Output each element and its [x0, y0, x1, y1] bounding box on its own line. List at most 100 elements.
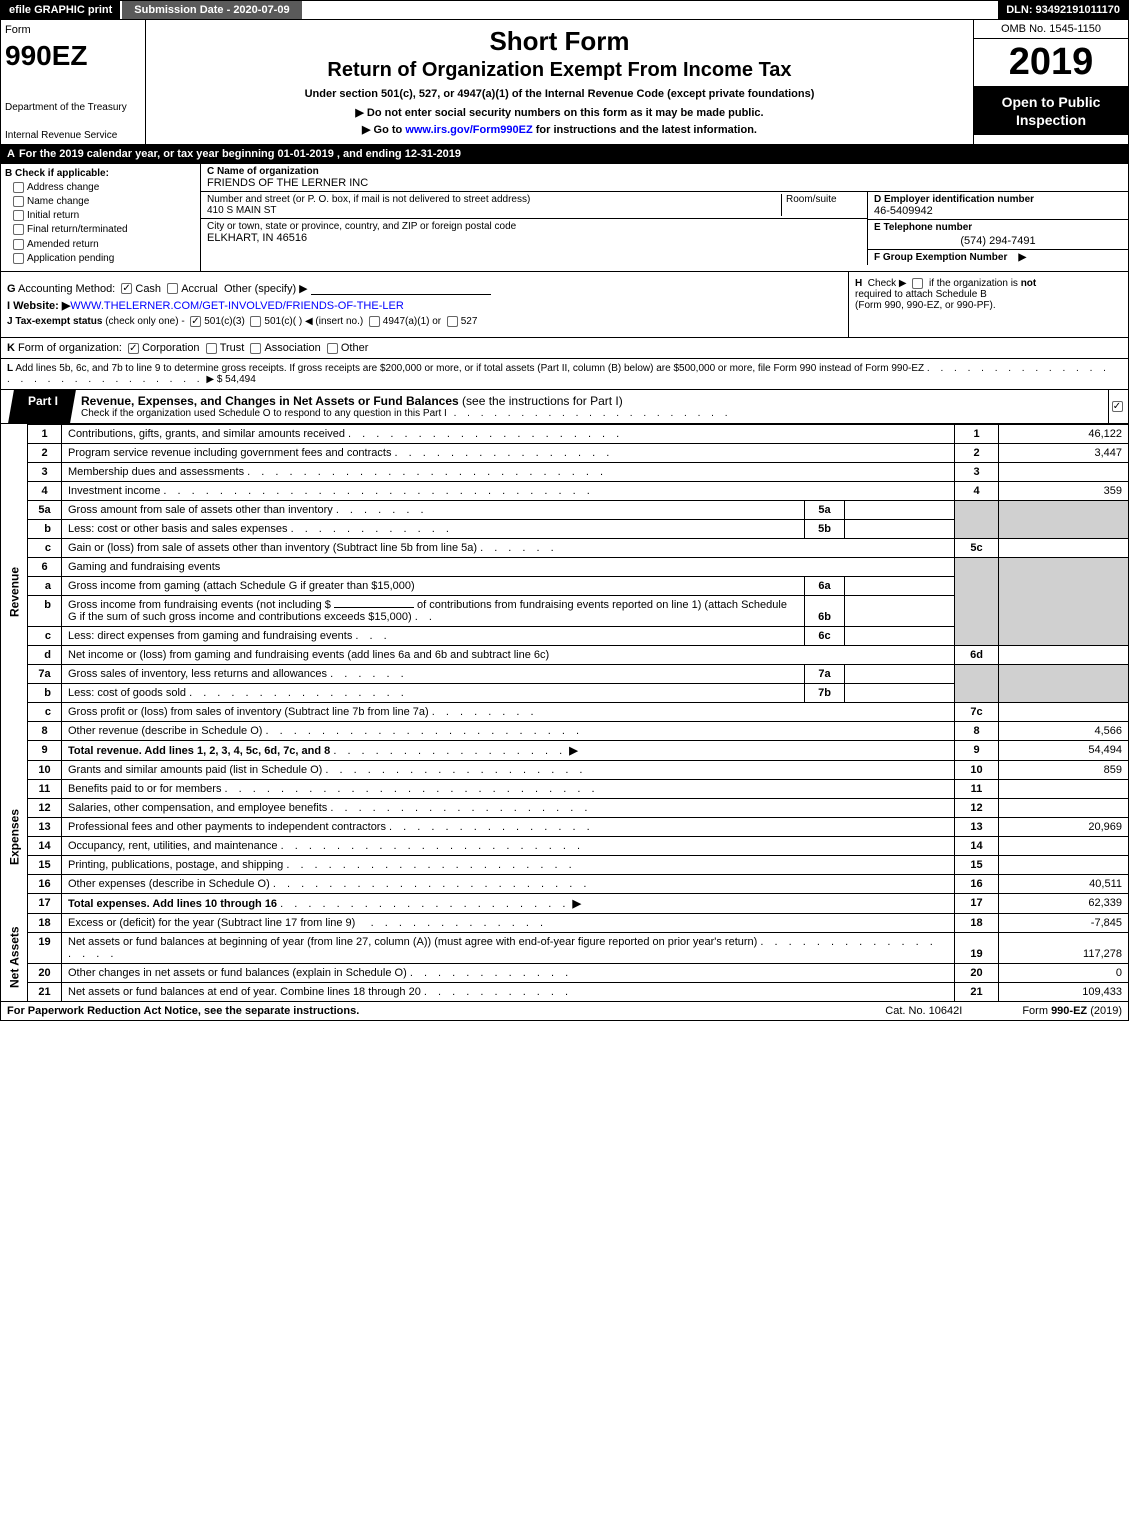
open-public-inspection: Open to Public Inspection [974, 87, 1128, 135]
chk-corporation[interactable] [128, 343, 139, 354]
val-2: 3,447 [999, 443, 1129, 462]
val-8: 4,566 [999, 721, 1129, 740]
paperwork-notice: For Paperwork Reduction Act Notice, see … [7, 1005, 885, 1017]
line-6: 6 Gaming and fundraising events [1, 557, 1129, 576]
submission-date: Submission Date - 2020-07-09 [120, 1, 301, 19]
subtitle-section: Under section 501(c), 527, or 4947(a)(1)… [150, 88, 969, 100]
section-e: E Telephone number (574) 294-7491 [868, 220, 1128, 250]
chk-association[interactable] [250, 343, 261, 354]
section-a-letter: A [7, 148, 15, 160]
line-3: 3 Membership dues and assessments . . . … [1, 462, 1129, 481]
section-b-thru-f: B Check if applicable: Address change Na… [0, 164, 1129, 272]
val-15 [999, 855, 1129, 874]
side-revenue: Revenue [1, 424, 28, 760]
val-12 [999, 798, 1129, 817]
section-l: L Add lines 5b, 6c, and 7b to line 9 to … [0, 359, 1129, 390]
section-b: B Check if applicable: Address change Na… [1, 164, 201, 271]
val-11 [999, 779, 1129, 798]
part-i-title: Revenue, Expenses, and Changes in Net As… [81, 394, 459, 408]
part-i-table: Revenue 1 Contributions, gifts, grants, … [0, 424, 1129, 1002]
cat-no: Cat. No. 10642I [885, 1005, 962, 1017]
chk-527[interactable] [447, 316, 458, 327]
section-c-name: C Name of organization FRIENDS OF THE LE… [201, 164, 1128, 192]
chk-name-change[interactable]: Name change [13, 196, 196, 207]
line-15: 15 Printing, publications, postage, and … [1, 855, 1129, 874]
form-ref: Form 990-EZ (2019) [1022, 1005, 1122, 1017]
chk-application-pending[interactable]: Application pending [13, 253, 196, 264]
line-18: Net Assets 18 Excess or (deficit) for th… [1, 913, 1129, 932]
line-10: Expenses 10 Grants and similar amounts p… [1, 760, 1129, 779]
room-suite-label: Room/suite [781, 194, 861, 216]
title-short-form: Short Form [150, 26, 969, 57]
val-7c [999, 702, 1129, 721]
section-a-text: For the 2019 calendar year, or tax year … [19, 148, 461, 160]
section-g: G Accounting Method: Cash Accrual Other … [7, 282, 842, 295]
line-12: 12 Salaries, other compensation, and emp… [1, 798, 1129, 817]
section-k: K Form of organization: Corporation Trus… [0, 338, 1129, 359]
val-17: 62,339 [999, 893, 1129, 913]
part-i-header: Part I Revenue, Expenses, and Changes in… [0, 390, 1129, 424]
line-16: 16 Other expenses (describe in Schedule … [1, 874, 1129, 893]
side-net-assets: Net Assets [1, 913, 28, 1001]
chk-initial-return[interactable]: Initial return [13, 210, 196, 221]
section-d: D Employer identification number 46-5409… [868, 192, 1128, 220]
line-9: 9 Total revenue. Add lines 1, 2, 3, 4, 5… [1, 740, 1129, 760]
section-i: I Website: ▶WWW.THELERNER.COM/GET-INVOLV… [7, 299, 842, 312]
line-6d: d Net income or (loss) from gaming and f… [1, 645, 1129, 664]
chk-amended-return[interactable]: Amended return [13, 239, 196, 250]
irs-link[interactable]: www.irs.gov/Form990EZ [405, 124, 532, 136]
chk-accrual[interactable] [167, 283, 178, 294]
val-16: 40,511 [999, 874, 1129, 893]
chk-schedule-o[interactable] [1112, 401, 1123, 412]
line-19: 19 Net assets or fund balances at beginn… [1, 932, 1129, 963]
line-1: Revenue 1 Contributions, gifts, grants, … [1, 424, 1129, 443]
subtitle-goto: ▶ Go to www.irs.gov/Form990EZ for instru… [150, 123, 969, 136]
line-5c: c Gain or (loss) from sale of assets oth… [1, 538, 1129, 557]
tax-year: 2019 [974, 39, 1128, 87]
chk-trust[interactable] [206, 343, 217, 354]
line-20: 20 Other changes in net assets or fund b… [1, 963, 1129, 982]
city-label: City or town, state or province, country… [207, 221, 861, 232]
section-a-row: A For the 2019 calendar year, or tax year… [0, 145, 1129, 164]
chk-final-return[interactable]: Final return/terminated [13, 224, 196, 235]
val-13: 20,969 [999, 817, 1129, 836]
line-7c: c Gross profit or (loss) from sales of i… [1, 702, 1129, 721]
line-17: 17 Total expenses. Add lines 10 through … [1, 893, 1129, 913]
val-3 [999, 462, 1129, 481]
line-2: 2 Program service revenue including gove… [1, 443, 1129, 462]
chk-501c[interactable] [250, 316, 261, 327]
omb-number: OMB No. 1545-1150 [974, 20, 1128, 39]
line-4: 4 Investment income . . . . . . . . . . … [1, 481, 1129, 500]
val-6d [999, 645, 1129, 664]
form-header: Form 990EZ Department of the Treasury In… [0, 20, 1129, 145]
line-5a: 5a Gross amount from sale of assets othe… [1, 500, 1129, 519]
val-21: 109,433 [999, 982, 1129, 1001]
val-10: 859 [999, 760, 1129, 779]
val-1: 46,122 [999, 424, 1129, 443]
line-14: 14 Occupancy, rent, utilities, and maint… [1, 836, 1129, 855]
dept-treasury: Department of the Treasury [5, 102, 141, 113]
chk-address-change[interactable]: Address change [13, 182, 196, 193]
phone-value: (574) 294-7491 [874, 235, 1122, 247]
chk-cash[interactable] [121, 283, 132, 294]
addr-label: Number and street (or P. O. box, if mail… [207, 194, 775, 216]
side-expenses: Expenses [1, 760, 28, 913]
val-9: 54,494 [999, 740, 1129, 760]
chk-sched-b-not-required[interactable] [912, 278, 923, 289]
val-18: -7,845 [999, 913, 1129, 932]
org-street: 410 S MAIN ST [207, 205, 775, 216]
efile-label[interactable]: efile GRAPHIC print [1, 1, 120, 19]
top-bar: efile GRAPHIC print Submission Date - 20… [0, 0, 1129, 20]
val-14 [999, 836, 1129, 855]
website-link[interactable]: WWW.THELERNER.COM/GET-INVOLVED/FRIENDS-O… [70, 300, 403, 312]
val-20: 0 [999, 963, 1129, 982]
chk-501c3[interactable] [190, 316, 201, 327]
line-8: 8 Other revenue (describe in Schedule O)… [1, 721, 1129, 740]
val-5c [999, 538, 1129, 557]
chk-4947[interactable] [369, 316, 380, 327]
irs-label: Internal Revenue Service [5, 130, 117, 141]
val-4: 359 [999, 481, 1129, 500]
gross-receipts-value: ▶ $ 54,494 [206, 374, 255, 385]
chk-other-org[interactable] [327, 343, 338, 354]
org-city: ELKHART, IN 46516 [207, 232, 861, 244]
